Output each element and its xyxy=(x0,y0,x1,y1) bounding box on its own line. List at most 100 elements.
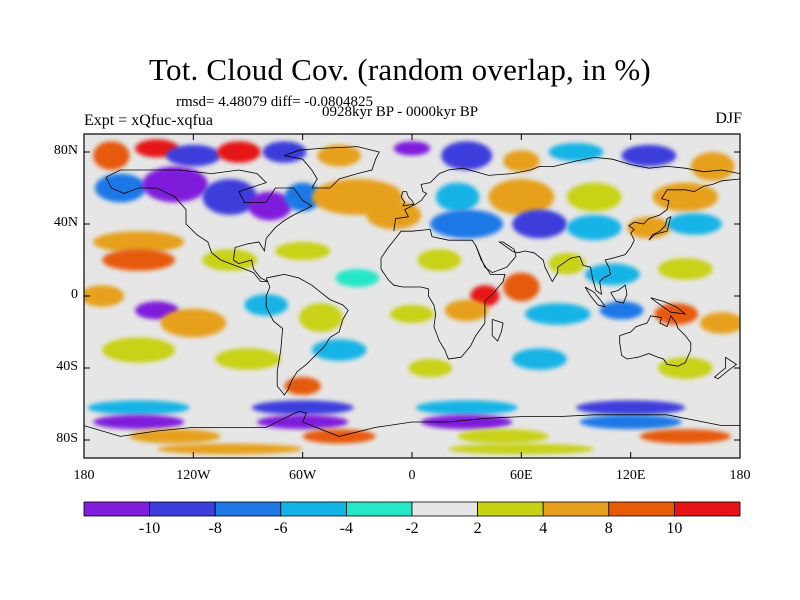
anomaly-blob xyxy=(93,231,185,253)
colorbar-swatch xyxy=(608,501,675,517)
anomaly-blob xyxy=(299,303,343,332)
anomaly-blob xyxy=(566,182,622,212)
anomaly-blob xyxy=(658,258,713,280)
period-text: 0928kyr BP - 0000kyr BP xyxy=(322,104,479,120)
colorbar-label: 10 xyxy=(666,520,683,537)
anomaly-blob xyxy=(248,191,292,221)
coastline xyxy=(393,156,740,232)
experiment-text: Expt = xQfuc-xqfua xyxy=(84,112,213,129)
anomaly-blob xyxy=(566,215,622,241)
anomaly-blob xyxy=(512,348,567,370)
anomaly-blob xyxy=(156,443,303,455)
colorbar-swatch xyxy=(345,501,413,517)
coastline xyxy=(491,319,504,342)
longitude-label: 180 xyxy=(73,468,95,483)
anomaly-blob xyxy=(93,414,185,430)
anomaly-blob xyxy=(84,285,125,307)
coastline xyxy=(84,410,740,437)
anomaly-blob xyxy=(366,200,422,230)
anomaly-blob xyxy=(142,166,208,203)
anomaly-blob xyxy=(524,303,591,325)
anomaly-blob xyxy=(576,400,686,415)
coastline xyxy=(105,169,313,283)
anomaly-blob xyxy=(160,308,227,338)
colorbar-label: -6 xyxy=(274,520,288,537)
anomaly-blob xyxy=(627,216,671,239)
anomaly-blob xyxy=(408,359,453,377)
anomaly-blob xyxy=(390,305,434,323)
anomaly-blob xyxy=(102,337,176,363)
anomaly-blob xyxy=(448,443,595,455)
anomaly-blob xyxy=(457,429,549,444)
coastline xyxy=(400,191,415,207)
anomaly-blob xyxy=(393,141,431,156)
anomaly-blob xyxy=(317,144,361,167)
longitude-label: 120W xyxy=(176,468,211,483)
anomaly-blob xyxy=(87,400,190,415)
anomaly-blob xyxy=(284,377,321,395)
latitude-label: 0 xyxy=(71,287,78,302)
anomaly-blob xyxy=(503,272,540,302)
colorbar-swatch xyxy=(83,501,150,517)
anomaly-blob xyxy=(129,429,221,444)
latitude-label: 40N xyxy=(53,215,78,230)
longitude-label: 60W xyxy=(289,468,317,483)
longitude-label: 180 xyxy=(729,468,751,483)
colorbar-swatch xyxy=(411,501,478,517)
colorbar-swatch xyxy=(674,501,741,517)
coastline xyxy=(648,216,672,241)
anomaly-blob xyxy=(430,209,504,239)
anomaly-blob xyxy=(579,414,682,430)
anomaly-blob xyxy=(488,179,555,215)
colorbar-swatch xyxy=(477,501,544,517)
anomaly-blob xyxy=(441,141,493,171)
coastline xyxy=(610,284,628,304)
anomaly-blob xyxy=(217,141,261,163)
colorbar xyxy=(83,501,741,517)
anomaly-blob xyxy=(202,249,258,271)
coastline xyxy=(713,356,738,380)
anomaly-blob xyxy=(215,348,281,370)
anomaly-blob xyxy=(667,213,722,235)
longitude-label: 0 xyxy=(408,468,416,483)
latitude-label: 80N xyxy=(53,143,78,158)
anomaly-blob xyxy=(599,301,644,320)
anomaly-blob xyxy=(262,141,307,163)
anomaly-blob xyxy=(251,400,354,415)
anomaly-blob xyxy=(548,143,604,161)
colorbar-label: 8 xyxy=(604,520,613,537)
longitude-label: 60E xyxy=(510,468,533,483)
coastline xyxy=(282,146,380,189)
coastline xyxy=(584,286,607,308)
anomaly-blob xyxy=(335,269,380,287)
coastline xyxy=(380,228,506,360)
anomaly-blob xyxy=(690,152,735,181)
anomaly-blob xyxy=(699,312,740,334)
colorbar-swatch xyxy=(280,501,347,517)
colorbar-label: 4 xyxy=(539,520,548,537)
anomaly-blob xyxy=(102,249,176,271)
axis-ticks xyxy=(83,134,741,458)
anomaly-blob xyxy=(284,182,321,212)
colorbar-label: 2 xyxy=(473,520,482,537)
colorbar-label: -10 xyxy=(138,520,161,537)
anomaly-blob xyxy=(435,182,480,212)
season-text: DJF xyxy=(715,110,742,127)
anomaly-blob xyxy=(621,144,677,167)
colorbar-swatch xyxy=(149,501,216,517)
anomaly-blob xyxy=(444,299,489,322)
coastline xyxy=(619,314,692,367)
cloud-anomaly-field xyxy=(84,139,740,455)
colorbar-label: -2 xyxy=(405,520,419,537)
anomaly-blob xyxy=(415,400,518,415)
anomaly-blob xyxy=(93,141,130,171)
anomaly-blob xyxy=(417,249,462,271)
anomaly-blob xyxy=(275,242,330,260)
latitude-label: 80S xyxy=(56,431,78,446)
coastline xyxy=(265,273,349,396)
anomaly-blob xyxy=(512,209,567,239)
longitude-label: 120E xyxy=(615,468,646,483)
chart-title: Tot. Cloud Cov. (random overlap, in %) xyxy=(149,52,651,87)
anomaly-blob xyxy=(585,263,640,286)
